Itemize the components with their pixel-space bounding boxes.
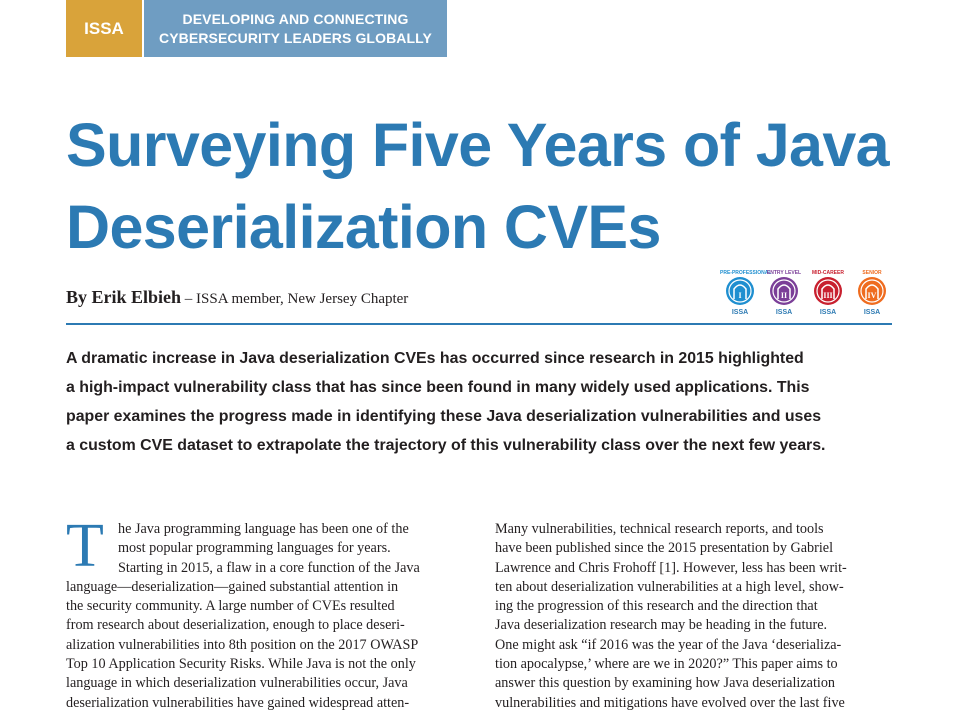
body-left-line: from research about deserialization, eno… <box>66 617 405 634</box>
badge-numeral: III <box>823 291 832 300</box>
badge-level-label: PRE-PROFESSIONAL <box>720 270 772 276</box>
badge-issa-text: ISSA <box>819 309 837 316</box>
body-left-line: the security community. A large number o… <box>66 598 395 615</box>
abstract-line: paper examines the progress made in iden… <box>66 408 822 425</box>
badge-issa-text: ISSA <box>731 309 749 316</box>
body-left-line: language in which deserialization vulner… <box>66 675 408 692</box>
issa-tagline-banner: DEVELOPING AND CONNECTING CYBERSECURITY … <box>144 0 447 57</box>
author-name: By Erik Elbieh <box>66 287 182 307</box>
career-badge: SENIOR IV ISSA <box>852 270 892 316</box>
badge-issa-text: ISSA <box>775 309 793 316</box>
badge-level-label: MID-CAREER <box>812 270 844 276</box>
body-right-line: answer this question by examining how Ja… <box>495 675 836 692</box>
body-left-line: deserialization vulnerabilities have gai… <box>66 694 410 711</box>
badge-numeral: IV <box>868 291 877 300</box>
article-title-line-2: Deserialization CVEs <box>66 193 661 261</box>
body-right-line: have been published since the 2015 prese… <box>495 540 834 557</box>
body-column-left: he Java programming language has been on… <box>66 520 466 713</box>
article-title-line-1: Surveying Five Years of Java <box>66 111 890 179</box>
career-badge: ENTRY LEVEL II ISSA <box>764 270 804 316</box>
body-left-line: he Java programming language has been on… <box>118 521 409 537</box>
body-right-line: One might ask “if 2016 was the year of t… <box>495 636 842 653</box>
abstract-line: a high-impact vulnerability class that h… <box>66 379 810 396</box>
body-right-line: ing the progression of this research and… <box>495 598 818 615</box>
abstract-line: a custom CVE dataset to extrapolate the … <box>66 437 826 454</box>
tagline-line-1: DEVELOPING AND CONNECTING <box>182 10 409 27</box>
title-divider <box>66 323 892 325</box>
article-title: Surveying Five Years of Java Deserializa… <box>66 104 926 268</box>
tagline-line-2: CYBERSECURITY LEADERS GLOBALLY <box>159 29 432 46</box>
body-left-line: alization vulnerabilities into 8th posit… <box>66 636 419 653</box>
body-right-line: vulnerabilities and mitigations have evo… <box>495 694 845 711</box>
issa-org-text: ISSA <box>84 18 124 38</box>
career-level-badges: PRE-PROFESSIONAL I ISSA ENTRY LEVEL II ISSA MI… <box>720 270 892 316</box>
body-column-right: Many vulnerabilities, technical research… <box>495 520 895 713</box>
body-right-line: tion apocalypse,’ where are we in 2020?”… <box>495 656 838 673</box>
career-badge: PRE-PROFESSIONAL I ISSA <box>720 270 772 316</box>
issa-banner-label: ISSA <box>66 0 142 57</box>
career-badge: MID-CAREER III ISSA <box>808 270 848 316</box>
badge-seal-icon: I <box>726 277 754 305</box>
badge-numeral: I <box>738 291 741 300</box>
abstract-line: A dramatic increase in Java deserializat… <box>66 350 804 367</box>
body-right-line: Java deserialization research may be hea… <box>495 617 828 634</box>
author-affiliation: – ISSA member, New Jersey Chapter <box>181 291 409 307</box>
article-abstract: A dramatic increase in Java deserializat… <box>66 344 894 460</box>
badge-seal-icon: III <box>814 277 842 305</box>
badge-numeral: II <box>781 291 787 300</box>
badge-seal-icon: IV <box>858 277 886 305</box>
body-left-line: Top 10 Application Security Risks. While… <box>66 656 416 673</box>
body-right-line: Many vulnerabilities, technical research… <box>495 521 824 537</box>
body-left-line: language—deserialization—gained substant… <box>66 578 399 595</box>
body-right-line: ten about deserialization vulnerabilitie… <box>495 578 844 595</box>
badge-level-label: ENTRY LEVEL <box>766 270 802 276</box>
body-right-line: Lawrence and Chris Frohoff [1]. However,… <box>495 559 847 576</box>
badge-level-label: SENIOR <box>862 270 882 276</box>
body-left-line: most popular programming languages for y… <box>118 540 391 557</box>
drop-cap: T <box>66 512 104 580</box>
body-left-line: Starting in 2015, a flaw in a core funct… <box>118 559 420 576</box>
badge-issa-text: ISSA <box>863 309 881 316</box>
badge-seal-icon: II <box>770 277 798 305</box>
byline: By Erik Elbieh – ISSA member, New Jersey… <box>66 287 408 308</box>
